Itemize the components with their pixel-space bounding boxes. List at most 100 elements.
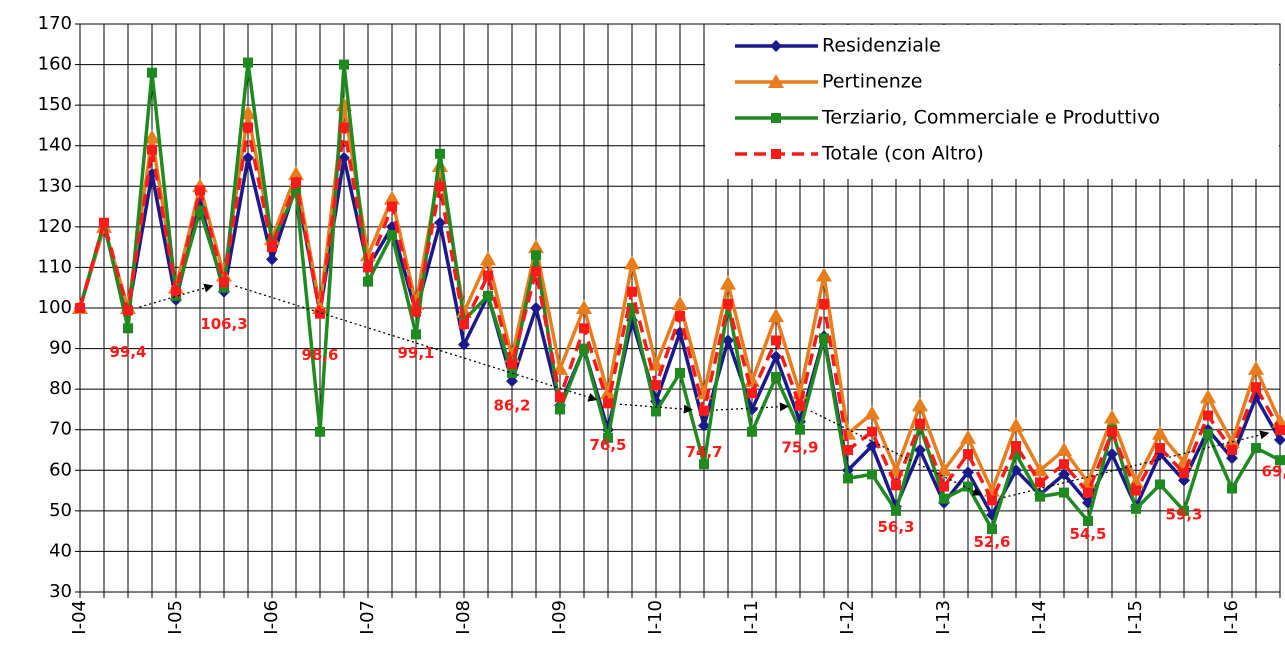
marker xyxy=(960,429,976,444)
legend-box xyxy=(705,25,1279,179)
marker xyxy=(1152,425,1168,440)
y-tick-label: 50 xyxy=(49,500,72,521)
marker xyxy=(576,300,592,314)
marker xyxy=(434,216,446,229)
marker xyxy=(507,367,517,378)
marker xyxy=(1008,417,1024,432)
trend-arrow xyxy=(715,402,789,412)
data-label: 99,1 xyxy=(397,344,434,362)
plot: 99,4 106,3 98,6 99,1 86,2 76,5 74,7 75,9 56,3 52,… xyxy=(72,57,1285,551)
marker xyxy=(914,444,926,456)
y-tick-label: 140 xyxy=(38,135,72,156)
marker xyxy=(603,432,613,443)
marker xyxy=(1011,449,1021,460)
marker xyxy=(1083,487,1093,498)
marker xyxy=(75,303,85,313)
data-label: 99,4 xyxy=(109,343,146,361)
marker xyxy=(1104,409,1120,424)
marker xyxy=(480,251,496,266)
marker xyxy=(1059,459,1069,470)
marker xyxy=(266,253,278,266)
data-label: 76,5 xyxy=(589,436,626,454)
marker xyxy=(603,398,613,409)
marker xyxy=(243,57,253,68)
data-label: 56,3 xyxy=(877,518,914,536)
data-label: 54,5 xyxy=(1069,525,1106,543)
marker xyxy=(506,375,518,388)
marker xyxy=(411,329,421,340)
marker xyxy=(912,397,928,412)
y-tick-label: 120 xyxy=(38,216,72,237)
marker xyxy=(507,358,517,369)
marker xyxy=(819,298,829,309)
y-tick-label: 150 xyxy=(38,94,72,115)
marker xyxy=(627,286,637,297)
marker xyxy=(411,306,421,317)
y-tick-label: 130 xyxy=(38,175,72,196)
marker xyxy=(242,151,254,164)
marker xyxy=(675,367,685,378)
marker xyxy=(819,333,829,344)
marker xyxy=(1155,442,1165,453)
marker xyxy=(720,275,736,290)
marker xyxy=(1227,483,1237,494)
marker xyxy=(747,388,757,399)
marker xyxy=(219,282,229,293)
marker xyxy=(1179,468,1189,479)
x-tick-label: I-16 xyxy=(1221,600,1242,635)
y-tick-label: 110 xyxy=(38,256,72,277)
x-tick-label: I-08 xyxy=(453,600,474,635)
marker xyxy=(1275,455,1285,466)
legend-label: Pertinenze xyxy=(822,71,922,93)
marker xyxy=(795,400,805,411)
marker xyxy=(816,267,832,282)
marker xyxy=(530,302,542,314)
marker xyxy=(1275,425,1285,436)
y-tick-label: 30 xyxy=(49,581,72,602)
x-tick-label: I-15 xyxy=(1125,600,1146,635)
marker xyxy=(555,392,565,403)
x-tick-label: I-11 xyxy=(741,600,762,635)
marker xyxy=(768,74,784,88)
y-tick-label: 40 xyxy=(49,540,72,561)
marker xyxy=(771,371,781,382)
marker xyxy=(699,405,709,416)
data-label: 52,6 xyxy=(973,533,1010,551)
marker xyxy=(771,113,781,123)
marker xyxy=(843,445,853,455)
marker xyxy=(579,323,589,334)
data-label: 69,9 xyxy=(1261,463,1285,481)
marker xyxy=(363,276,373,287)
x-tick-label: I-06 xyxy=(261,600,282,635)
marker xyxy=(339,122,349,133)
marker xyxy=(1032,462,1048,477)
y-tick-label: 60 xyxy=(49,459,72,480)
marker xyxy=(627,303,637,313)
marker xyxy=(891,480,901,491)
marker xyxy=(435,181,445,192)
marker xyxy=(219,277,229,288)
marker xyxy=(867,426,877,437)
marker xyxy=(1251,382,1261,393)
marker xyxy=(531,266,541,277)
marker xyxy=(1035,477,1045,488)
y-tick-label: 90 xyxy=(49,338,72,359)
marker xyxy=(723,298,733,309)
y-tick-label: 80 xyxy=(49,378,72,399)
marker xyxy=(531,250,541,261)
y-tick-label: 160 xyxy=(38,54,72,75)
x-tick-label: I-09 xyxy=(549,600,570,635)
marker xyxy=(339,59,349,70)
marker xyxy=(843,473,853,484)
marker xyxy=(195,205,205,216)
marker xyxy=(1107,426,1117,437)
marker xyxy=(123,323,133,334)
marker xyxy=(1200,389,1216,404)
marker xyxy=(291,177,301,188)
marker xyxy=(1011,440,1021,451)
data-label: 98,6 xyxy=(301,346,338,364)
x-tick-label: I-10 xyxy=(645,600,666,635)
marker xyxy=(144,129,160,144)
marker xyxy=(1227,445,1237,455)
